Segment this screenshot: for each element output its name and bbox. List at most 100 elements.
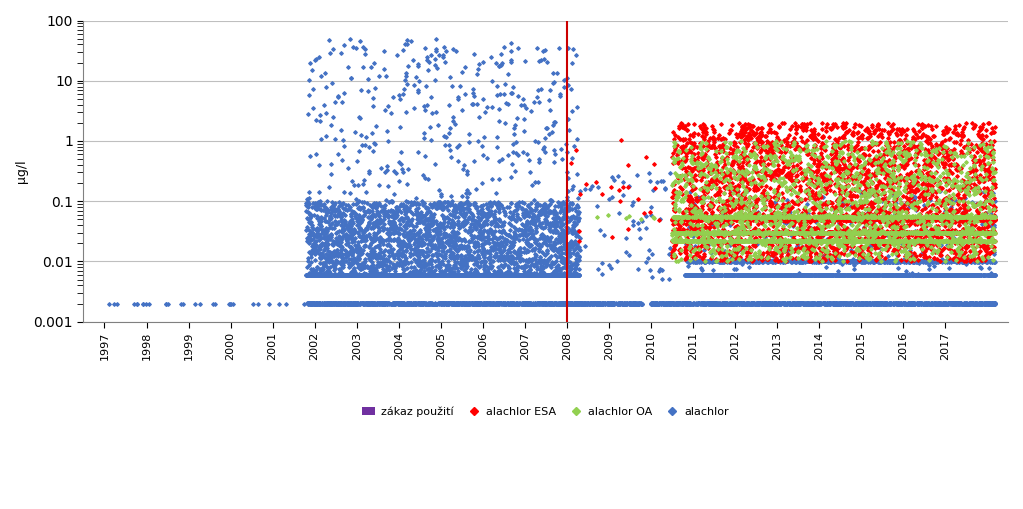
Point: [557, 207, 573, 215]
Point: [551, 271, 568, 279]
Point: [886, 152, 902, 160]
Point: [857, 242, 874, 250]
Point: [860, 213, 877, 221]
Point: [302, 270, 318, 278]
Point: [315, 271, 331, 279]
Point: [729, 225, 746, 234]
Point: [965, 299, 981, 307]
Point: [929, 248, 945, 257]
Point: [847, 121, 863, 129]
Point: [781, 215, 797, 223]
Point: [766, 300, 783, 308]
Point: [554, 234, 571, 242]
Point: [421, 271, 438, 279]
Point: [972, 229, 988, 237]
Point: [342, 271, 358, 279]
Point: [713, 213, 729, 221]
Point: [305, 299, 321, 307]
Point: [555, 299, 572, 307]
Point: [344, 271, 360, 279]
Point: [601, 300, 617, 308]
Point: [691, 258, 707, 266]
Point: [774, 255, 791, 263]
Point: [407, 271, 424, 279]
Point: [414, 271, 431, 279]
Point: [473, 202, 489, 210]
Point: [555, 269, 572, 277]
Point: [693, 124, 709, 132]
Point: [930, 163, 946, 171]
Point: [886, 175, 902, 183]
Point: [925, 213, 941, 221]
Point: [477, 237, 493, 245]
Point: [849, 229, 865, 237]
Point: [871, 237, 887, 245]
Point: [709, 216, 725, 224]
Point: [459, 201, 476, 209]
Point: [915, 215, 931, 223]
Point: [463, 271, 480, 279]
Point: [838, 229, 854, 237]
Point: [548, 267, 565, 275]
Point: [776, 299, 793, 307]
Point: [457, 189, 474, 197]
Point: [508, 249, 525, 258]
Point: [408, 271, 425, 279]
Point: [983, 231, 999, 239]
Point: [972, 257, 988, 265]
Point: [737, 300, 753, 308]
Point: [860, 237, 877, 245]
Point: [604, 300, 620, 308]
Point: [476, 95, 492, 103]
Point: [741, 139, 757, 148]
Point: [582, 300, 598, 308]
Point: [916, 229, 932, 237]
Point: [793, 194, 809, 203]
Point: [677, 271, 694, 279]
Point: [517, 206, 533, 214]
Point: [756, 299, 772, 307]
Point: [830, 300, 846, 308]
Point: [457, 300, 474, 308]
Point: [701, 167, 717, 176]
Point: [788, 139, 804, 147]
Point: [833, 229, 849, 237]
Point: [904, 203, 921, 211]
Point: [677, 229, 694, 237]
Point: [561, 241, 577, 249]
Point: [928, 142, 944, 150]
Point: [702, 213, 718, 221]
Point: [456, 252, 473, 260]
Point: [706, 237, 722, 245]
Point: [376, 271, 393, 279]
Point: [864, 229, 881, 237]
Point: [899, 173, 916, 181]
Point: [845, 213, 861, 221]
Point: [840, 271, 856, 279]
Point: [541, 270, 558, 278]
Point: [333, 300, 350, 308]
Point: [434, 234, 450, 242]
Point: [695, 155, 711, 163]
Point: [785, 229, 801, 237]
Point: [499, 300, 516, 308]
Point: [772, 204, 789, 212]
Point: [399, 271, 415, 279]
Point: [649, 300, 665, 308]
Point: [579, 299, 595, 307]
Point: [972, 213, 988, 221]
Point: [566, 271, 582, 279]
Point: [397, 204, 413, 212]
Point: [819, 240, 836, 248]
Point: [847, 237, 863, 245]
Point: [886, 229, 902, 237]
Point: [740, 299, 756, 307]
Point: [316, 214, 332, 222]
Point: [795, 271, 811, 279]
Point: [877, 271, 893, 279]
Point: [329, 93, 346, 101]
Point: [438, 265, 454, 273]
Point: [744, 229, 760, 237]
Point: [388, 213, 404, 221]
Point: [779, 229, 795, 237]
